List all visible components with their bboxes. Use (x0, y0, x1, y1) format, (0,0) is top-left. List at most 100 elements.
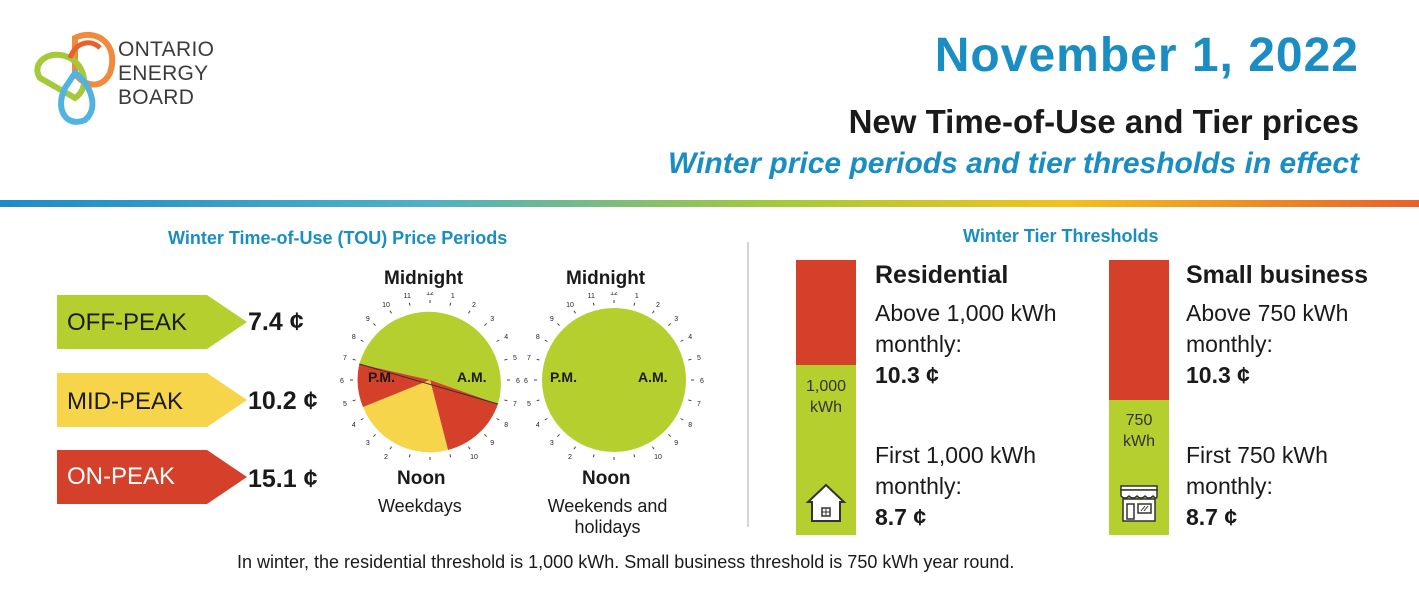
clock-tick (373, 323, 376, 326)
clock-tick (633, 302, 636, 306)
clock-hour-number: 2 (568, 454, 572, 461)
clock-hour-number: 7 (697, 401, 701, 408)
logo-line-1: ONTARIO (118, 38, 215, 61)
clock-hour-number: 7 (343, 355, 347, 362)
weekday-caption: Weekdays (378, 496, 462, 516)
clock-tick (352, 399, 356, 402)
clock-tick (668, 434, 671, 437)
small-business-above-price: 10.3 ¢ (1186, 362, 1250, 388)
mid-peak-price: 10.2 ¢ (248, 387, 318, 415)
oeb-logo-icon (34, 31, 116, 125)
clock-tick (536, 399, 540, 402)
clock-hour-number: 8 (352, 334, 356, 341)
residential-bar-label-unit: kWh (810, 399, 842, 416)
clock-tick (536, 358, 540, 361)
page-title: New Time-of-Use and Tier prices (848, 103, 1359, 140)
clock-hour-number: 10 (566, 302, 574, 309)
clock-hour-number: 10 (654, 454, 662, 461)
clock-hour-number: 6 (700, 378, 704, 385)
header-date: November 1, 2022 (934, 29, 1359, 82)
clock-hour-number: 4 (688, 334, 692, 341)
clock-tick (652, 310, 655, 314)
on-peak-label: ON-PEAK (67, 463, 176, 490)
off-peak-price: 7.4 ¢ (248, 308, 304, 336)
clock-weekday-midnight-label: Midnight (384, 268, 464, 289)
clock-tick (408, 454, 411, 458)
clock-hour-number: 8 (504, 422, 508, 429)
residential-first-monthly: monthly: (875, 473, 962, 499)
clock-tick (389, 446, 392, 450)
clock-hour-number: 6 (524, 378, 528, 385)
clock-hour-number: 7 (513, 401, 517, 408)
clock-tick (652, 446, 655, 450)
weekday-pm-label: P.M. (368, 369, 395, 385)
residential-first-block: First 1,000 kWh monthly: 8.7 ¢ (875, 440, 1036, 533)
small-business-upper-bar (1109, 260, 1169, 400)
clock-tick (504, 358, 508, 361)
weekend-caption: Weekends and holidays (547, 496, 668, 537)
small-business-above-monthly: monthly: (1186, 331, 1273, 357)
section-divider (747, 242, 749, 527)
clock-hour-number: 4 (504, 334, 508, 341)
clock-hour-number: 11 (404, 293, 411, 300)
clock-tick (544, 339, 548, 342)
clock-hour-number: 9 (550, 316, 554, 323)
small-business-title: Small business (1186, 261, 1369, 289)
clock-hour-number: 10 (382, 302, 390, 309)
small-business-bar-label-value: 750 (1125, 412, 1153, 429)
small-business-above-block: Above 750 kWh monthly: 10.3 ¢ (1186, 298, 1348, 391)
clock-tick (680, 339, 684, 342)
clock-hour-number: 5 (527, 401, 531, 408)
clock-tick (557, 434, 560, 437)
residential-above-monthly: monthly: (875, 331, 962, 357)
clock-hour-number: 9 (674, 440, 678, 447)
small-business-first-text: First 750 kWh (1186, 442, 1328, 468)
clock-hour-number: 2 (384, 454, 388, 461)
clock-tick (360, 339, 364, 342)
clock-hour-number: 4 (536, 422, 540, 429)
clock-hour-number: 3 (674, 316, 678, 323)
small-business-first-block: First 750 kWh monthly: 8.7 ¢ (1186, 440, 1328, 533)
residential-upper-bar (796, 260, 856, 365)
logo-line-3: BOARD (118, 86, 195, 109)
clock-hour-number: 5 (343, 401, 347, 408)
clock-hour-number: 3 (366, 440, 370, 447)
tier-heading: Winter Tier Thresholds (963, 226, 1159, 246)
clock-tick (668, 323, 671, 326)
clock-hour-number: 5 (697, 355, 701, 362)
clock-tick (484, 323, 487, 326)
clock-hour-number: 9 (490, 440, 494, 447)
clock-hour-number: 6 (340, 378, 344, 385)
clock-hour-number: 5 (513, 355, 517, 362)
on-peak-price: 15.1 ¢ (248, 465, 318, 493)
residential-above-block: Above 1,000 kWh monthly: 10.3 ¢ (875, 298, 1057, 391)
mid-peak-label: MID-PEAK (67, 388, 184, 415)
clock-tick (680, 418, 684, 421)
footer-note: In winter, the residential threshold is … (237, 552, 1015, 572)
clock-tick (688, 358, 692, 361)
clock-tick (633, 454, 636, 458)
clock-hour-number: 8 (536, 334, 540, 341)
clock-tick (496, 418, 500, 421)
residential-above-price: 10.3 ¢ (875, 362, 939, 388)
clock-hour-number: 12 (610, 292, 618, 297)
off-peak-tag (57, 295, 247, 349)
residential-bar-label-value: 1,000 (805, 378, 847, 395)
clock-tick (449, 454, 452, 458)
clock-hour-number: 2 (656, 302, 660, 309)
clock-tick (468, 310, 471, 314)
residential-bar-label: 1,000 kWh (796, 376, 856, 418)
clock-tick (484, 434, 487, 437)
clock-hour-number: 8 (688, 422, 692, 429)
page-subtitle: Winter price periods and tier thresholds… (668, 147, 1359, 180)
clock-hour-number: 6 (516, 378, 520, 385)
small-business-bar-label-unit: kWh (1123, 433, 1155, 450)
clock-hour-number: 3 (550, 440, 554, 447)
clock-hour-number: 12 (426, 292, 434, 297)
clock-weekend-noon-label: Noon (582, 468, 631, 489)
tou-heading: Winter Time-of-Use (TOU) Price Periods (168, 228, 508, 248)
clock-tick (573, 310, 576, 314)
clock-tick (592, 454, 595, 458)
clock-tick (496, 339, 500, 342)
clock-tick (592, 302, 595, 306)
